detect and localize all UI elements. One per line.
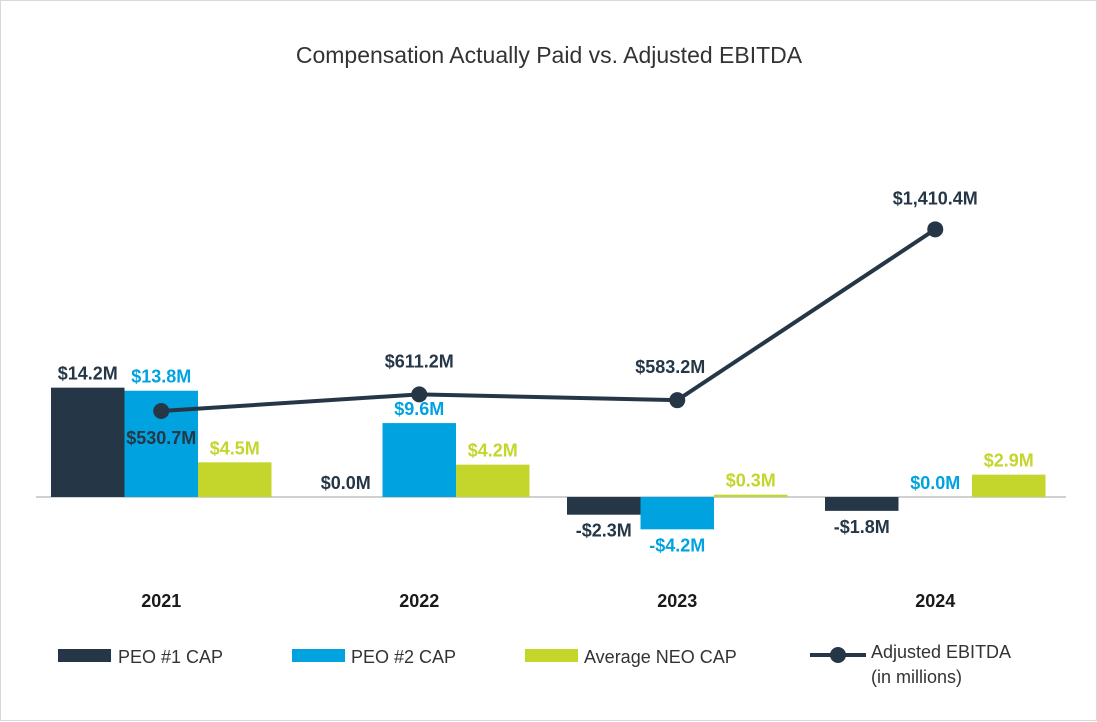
chart-title: Compensation Actually Paid vs. Adjusted …: [296, 42, 803, 68]
bar-average-neo-cap-2022: [456, 464, 530, 497]
bar-label-peo-1-cap-2021: $14.2M: [58, 364, 118, 384]
bar-label-peo-2-cap-2024: $0.0M: [910, 473, 960, 493]
category-labels-group: 2021 2022 2023 2024: [141, 591, 955, 611]
category-label-2021: 2021: [141, 591, 181, 611]
legend-label-1: PEO #1 CAP: [118, 647, 223, 667]
bar-label-average-neo-cap-2024: $2.9M: [984, 451, 1034, 471]
bar-label-peo-1-cap-2023: -$2.3M: [576, 521, 632, 541]
ebitda-label-2022: $611.2M: [385, 351, 454, 371]
ebitda-point-2023: [669, 392, 686, 409]
legend-label-ebitda-units: (in millions): [871, 667, 962, 687]
legend-label-ebitda: Adjusted EBITDA: [871, 642, 1011, 662]
legend-label-2: PEO #2 CAP: [351, 647, 456, 667]
bar-label-peo-2-cap-2022: $9.6M: [394, 399, 444, 419]
ebitda-point-2021: [153, 403, 170, 419]
legend: PEO #1 CAP PEO #2 CAP Average NEO CAP Adjus…: [58, 642, 1011, 687]
legend-swatch-3: [525, 649, 578, 662]
legend-swatch-1: [58, 649, 111, 662]
ebitda-label-2023: $583.2M: [635, 357, 705, 377]
bar-label-average-neo-cap-2023: $0.3M: [726, 471, 776, 491]
bar-peo-1-cap-2021: [51, 387, 125, 497]
bar-label-peo-1-cap-2024: -$1.8M: [834, 517, 890, 537]
ebitda-label-2024: $1,410.4M: [893, 188, 978, 208]
legend-swatch-2: [292, 649, 345, 662]
bar-peo-1-cap-2024: [825, 497, 899, 511]
ebitda-line: [161, 227, 937, 413]
ebitda-point-2022: [411, 386, 428, 403]
ebitda-point-2024: [927, 221, 944, 238]
category-label-2022: 2022: [399, 591, 439, 611]
bars-group: [51, 387, 1046, 530]
bar-peo-2-cap-2022: [382, 423, 456, 497]
bar-label-peo-2-cap-2021: $13.8M: [131, 367, 191, 387]
legend-line-marker: [830, 647, 846, 663]
bar-average-neo-cap-2024: [972, 474, 1046, 497]
bar-label-average-neo-cap-2022: $4.2M: [468, 441, 518, 461]
bar-average-neo-cap-2023: [714, 494, 788, 497]
ebitda-label-2021: $530.7M: [126, 428, 196, 448]
bar-average-neo-cap-2021: [198, 462, 272, 497]
ebitda-line-group: $530.7M $611.2M $583.2M $1,410.4M: [126, 188, 978, 448]
bar-label-peo-2-cap-2023: -$4.2M: [649, 535, 705, 555]
bar-label-average-neo-cap-2021: $4.5M: [210, 438, 260, 458]
bar-peo-1-cap-2023: [567, 497, 641, 515]
category-label-2024: 2024: [915, 591, 955, 611]
category-label-2023: 2023: [657, 591, 697, 611]
legend-label-3: Average NEO CAP: [584, 647, 737, 667]
bar-labels-group: $14.2M $0.0M -$2.3M -$1.8M $13.8M $9.6M -$4.2M…: [58, 364, 1034, 556]
bar-label-peo-1-cap-2022: $0.0M: [321, 473, 371, 493]
bar-peo-2-cap-2023: [640, 497, 714, 530]
